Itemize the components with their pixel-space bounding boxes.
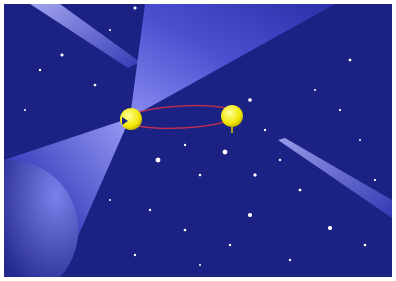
star	[229, 244, 231, 246]
star	[364, 244, 367, 247]
star	[61, 54, 64, 57]
page	[0, 0, 396, 281]
star	[109, 29, 111, 31]
star	[289, 259, 291, 261]
star	[156, 158, 161, 163]
space-illustration	[0, 0, 396, 281]
star	[199, 174, 202, 177]
star	[328, 226, 332, 230]
star	[149, 209, 151, 211]
companion-star	[221, 105, 243, 127]
star	[299, 189, 302, 192]
star	[248, 98, 252, 102]
star	[39, 69, 41, 71]
star	[349, 59, 352, 62]
star	[253, 173, 256, 176]
star	[279, 159, 281, 161]
star	[134, 7, 137, 10]
star	[184, 144, 186, 146]
star	[223, 150, 228, 155]
star	[199, 264, 201, 266]
star	[314, 89, 316, 91]
star	[184, 229, 187, 232]
star	[374, 179, 376, 181]
star	[264, 129, 266, 131]
star	[109, 199, 111, 201]
star	[24, 109, 26, 111]
star	[359, 139, 361, 141]
star	[94, 84, 97, 87]
star	[339, 109, 341, 111]
star	[248, 213, 252, 217]
star	[134, 254, 136, 256]
